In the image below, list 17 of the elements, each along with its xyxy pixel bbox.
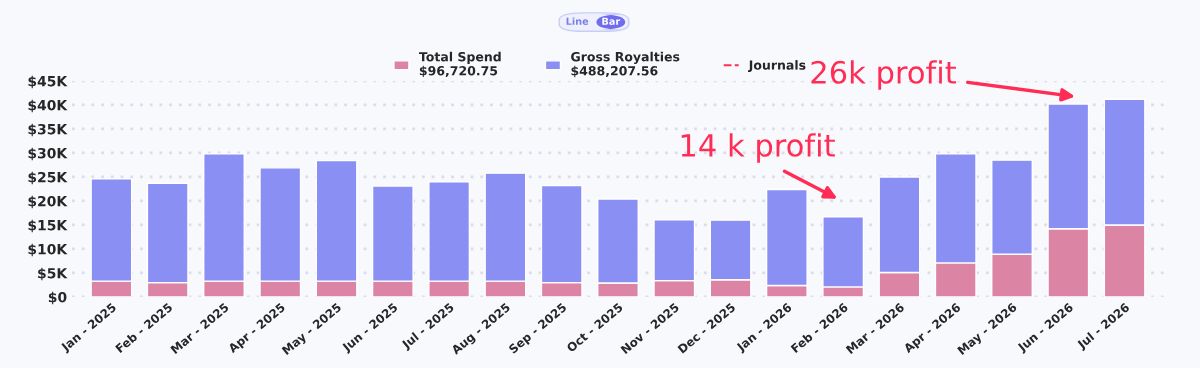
y-tick-label: $45K <box>28 75 68 89</box>
annotation: 26k profit <box>811 60 957 90</box>
y-tick-label: $35K <box>28 123 68 137</box>
y-tick-label: $10K <box>28 243 68 257</box>
y-tick-label: $30K <box>28 147 68 161</box>
annotation: 14 k profit <box>681 133 835 163</box>
y-tick-label: $40K <box>28 99 68 113</box>
text: Line <box>566 17 589 25</box>
y-tick-label: $15K <box>28 219 68 233</box>
text: Bar <box>602 17 621 25</box>
legend-label: Gross Royalties $488,207.56 <box>571 51 680 78</box>
y-tick-label: $25K <box>28 171 68 185</box>
y-tick-label: $5K <box>38 267 68 281</box>
legend-label: Total Spend $96,720.75 <box>418 51 501 78</box>
legend-label: Journals <box>748 60 806 73</box>
y-tick-label: $0 <box>48 291 67 305</box>
y-tick-label: $20K <box>28 195 68 209</box>
